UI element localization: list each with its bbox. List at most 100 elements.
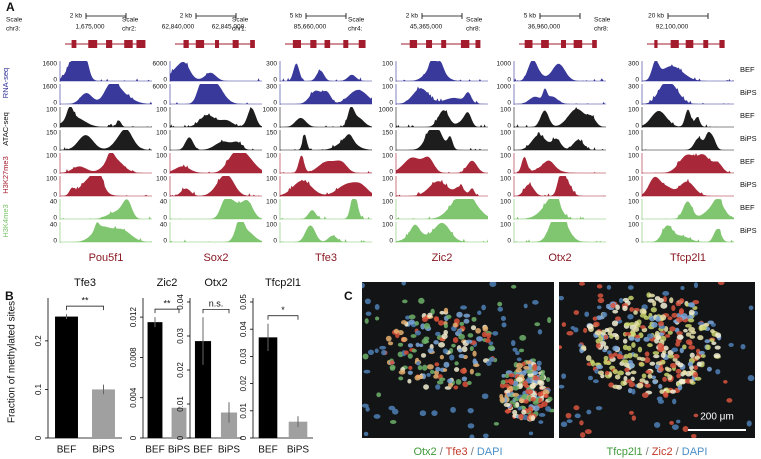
- x-tick-label: BEF: [145, 445, 164, 456]
- cell-nucleus: [460, 305, 467, 310]
- cell-nucleus: [435, 366, 441, 372]
- chromosome: chr8:: [466, 26, 481, 33]
- cell-nucleus: [660, 359, 666, 365]
- track-min-label: 0: [53, 215, 57, 222]
- x-tick-label: BiPS: [92, 445, 115, 456]
- cell-nucleus: [715, 368, 721, 375]
- track-min-label: 0: [635, 77, 639, 84]
- cell-nucleus: [675, 301, 682, 307]
- cell-nucleus: [640, 325, 646, 329]
- coordinate: 92,100,000: [656, 24, 689, 31]
- exon: [426, 40, 433, 48]
- cell-nucleus: [435, 384, 441, 390]
- cell-nucleus: [469, 345, 474, 352]
- cell-nucleus: [681, 313, 688, 320]
- cell-nucleus: [675, 368, 682, 374]
- cell-nucleus: [403, 350, 409, 355]
- cell-nucleus: [604, 370, 610, 376]
- cell-nucleus: [559, 345, 563, 350]
- cell-nucleus: [532, 405, 540, 412]
- cell-nucleus: [612, 309, 619, 314]
- track-max-label: 100: [382, 199, 393, 206]
- track-min-label: 0: [273, 215, 277, 222]
- cell-nucleus: [461, 346, 468, 353]
- cell-nucleus: [631, 415, 637, 421]
- track-max-label: 100: [266, 153, 277, 160]
- signal-track: [514, 222, 606, 242]
- chart-title: Tfcp2l1: [265, 277, 301, 289]
- cell-nucleus: [414, 375, 421, 381]
- cell-nucleus: [634, 334, 641, 339]
- chart-title: Tfe3: [74, 277, 96, 289]
- cell-nucleus: [530, 415, 536, 421]
- cell-nucleus: [566, 330, 574, 336]
- cell-nucleus: [715, 332, 722, 339]
- signal-track: [396, 61, 488, 81]
- exon: [183, 40, 189, 48]
- caption-part: DAPI: [477, 446, 503, 458]
- cell-nucleus: [596, 284, 603, 289]
- signal-track: [396, 130, 488, 150]
- y-tick-label: 0.04: [176, 294, 185, 310]
- cell-nucleus: [481, 304, 486, 311]
- track-min-label: 0: [273, 192, 277, 199]
- cell-nucleus: [389, 420, 397, 425]
- track-max-label: 300: [266, 84, 277, 91]
- cell-nucleus: [537, 329, 543, 335]
- cell-nucleus: [448, 382, 454, 388]
- cell-nucleus: [579, 420, 584, 426]
- cell-nucleus: [560, 421, 568, 428]
- cell-nucleus: [537, 391, 544, 397]
- cell-nucleus: [580, 345, 587, 351]
- y-tick-label: 0: [34, 435, 43, 440]
- track-max-label: 100: [382, 176, 393, 183]
- cell-nucleus: [586, 409, 592, 415]
- track-min-label: 0: [507, 146, 511, 153]
- cell-nucleus: [645, 369, 652, 374]
- cell-nucleus: [431, 410, 438, 416]
- sample-label: BiPS: [740, 180, 757, 189]
- track-max-label: 6000: [153, 84, 168, 91]
- cell-nucleus: [492, 331, 499, 336]
- cell-nucleus: [467, 408, 474, 414]
- cell-nucleus: [621, 359, 629, 364]
- cell-nucleus: [671, 424, 679, 430]
- cell-nucleus: [439, 310, 445, 315]
- cell-nucleus: [493, 421, 500, 426]
- scale-label: Scale: [122, 17, 139, 24]
- cell-nucleus: [705, 344, 711, 351]
- cell-nucleus: [657, 366, 664, 372]
- coordinate: 62,840,000: [162, 24, 195, 31]
- track-max-label: 100: [500, 107, 511, 114]
- cell-nucleus: [628, 381, 636, 388]
- significance-label: n.s.: [209, 299, 224, 309]
- cell-nucleus: [501, 373, 506, 378]
- exon: [670, 40, 679, 48]
- cell-nucleus: [573, 327, 579, 333]
- cell-nucleus: [584, 311, 590, 317]
- cell-nucleus: [470, 325, 477, 331]
- sample-label: BiPS: [740, 226, 757, 235]
- panel-label: A: [6, 0, 15, 14]
- cell-nucleus: [423, 339, 430, 344]
- track-max-label: 40: [50, 199, 58, 206]
- cell-nucleus: [586, 362, 593, 367]
- cell-nucleus: [692, 300, 700, 305]
- cell-nucleus: [669, 326, 676, 332]
- cell-nucleus: [423, 384, 429, 390]
- cell-nucleus: [609, 334, 614, 339]
- cell-nucleus: [680, 286, 685, 290]
- chromosome: chr8:: [594, 26, 609, 33]
- track-min-label: 0: [163, 215, 167, 222]
- cell-nucleus: [687, 318, 695, 323]
- cell-nucleus: [402, 299, 408, 304]
- cell-nucleus: [415, 342, 420, 347]
- cell-nucleus: [623, 362, 630, 367]
- cell-nucleus: [746, 420, 752, 427]
- track-max-label: 150: [266, 130, 277, 137]
- cell-nucleus: [523, 365, 530, 370]
- cell-nucleus: [672, 354, 680, 359]
- cell-nucleus: [475, 327, 481, 334]
- cell-nucleus: [497, 306, 504, 312]
